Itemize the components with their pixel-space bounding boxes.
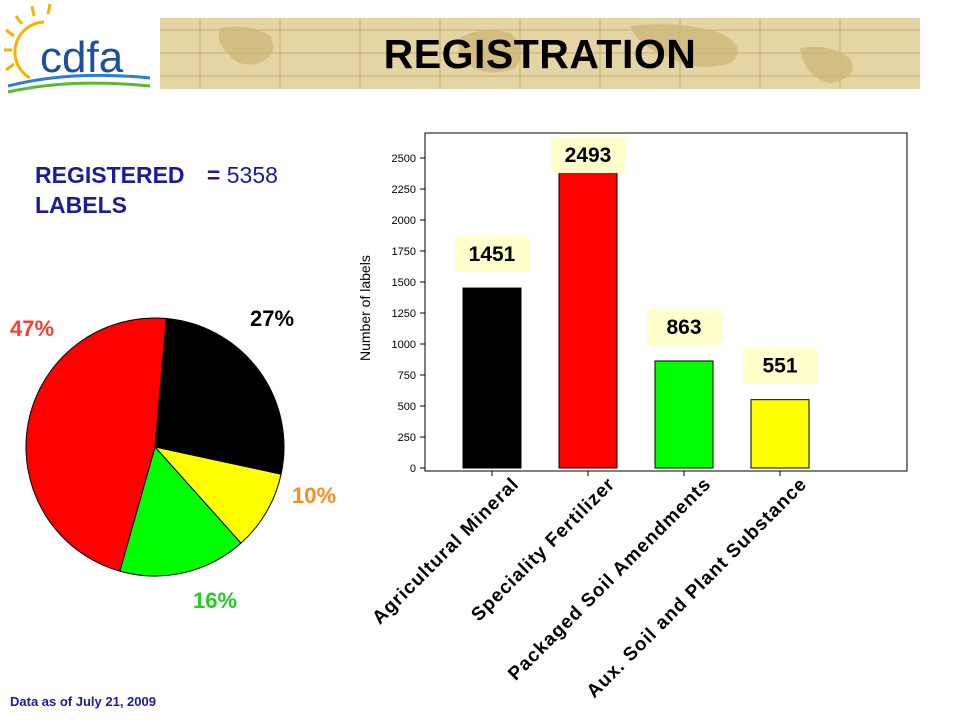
data-label-box	[455, 236, 529, 273]
sun-icon	[4, 3, 52, 80]
registered-count: 5358	[226, 162, 278, 188]
data-label: 551	[762, 355, 797, 378]
x-category-label: Packaged Soil Amendments	[504, 474, 715, 685]
y-tick-label: 0	[410, 463, 416, 475]
pie-slice-speciality-fertilizer	[25, 317, 167, 572]
y-tick-label: 2000	[392, 215, 416, 227]
x-category-label: Aux. Soil and Plant Substance	[583, 474, 812, 703]
bar-speciality-fertilizer	[558, 158, 618, 469]
bar-aux-soil-and-plant-substance	[750, 399, 810, 469]
pie-label-black: 27%	[250, 306, 295, 331]
pie-label-green: 16%	[193, 588, 238, 613]
data-label-box	[743, 347, 817, 384]
pie-label-yellow: 10%	[292, 483, 337, 508]
logo-swoosh-blue	[7, 73, 151, 88]
labels-word: LABELS	[35, 192, 127, 218]
y-tick-label: 500	[398, 401, 416, 413]
cdfa-logo: cdfa	[0, 0, 160, 100]
bar-packaged-soil-amendments	[654, 360, 714, 469]
pie-slice-aux-soil-and-plant-substance	[153, 446, 282, 544]
data-label-box	[551, 137, 625, 173]
bar-chart: Number of labels 0 250 500 750 1000 1250 1500 1…	[357, 132, 908, 703]
equals-sign: =	[206, 162, 221, 188]
y-tick-label: 1000	[392, 339, 416, 351]
data-label-box	[647, 308, 721, 345]
y-tick-label: 250	[398, 432, 416, 444]
data-label: 1451	[469, 243, 516, 266]
y-axis-title: Number of labels	[357, 255, 373, 361]
logo-text: cdfa	[40, 33, 124, 82]
registered-summary: REGISTERED = 5358 LABELS	[35, 160, 278, 220]
page-title: REGISTRATION	[383, 31, 697, 77]
y-tick-label: 1500	[392, 277, 416, 289]
title-banner: REGISTRATION	[160, 18, 920, 89]
y-tick-label: 1750	[392, 246, 416, 258]
pie-slice-agricultural-mineral	[154, 317, 285, 475]
y-tick-label: 2250	[392, 184, 416, 196]
pie-label-red: 47%	[10, 316, 55, 341]
y-tick-label: 1250	[392, 308, 416, 320]
pie-slice-packaged-soil-amendments	[119, 445, 242, 577]
data-label: 2493	[565, 144, 612, 167]
logo-swoosh-green	[7, 81, 151, 94]
y-tick-label: 2500	[392, 153, 416, 165]
bar-agricultural-mineral	[462, 287, 522, 469]
data-label: 863	[666, 316, 701, 339]
registered-label: REGISTERED	[35, 162, 185, 188]
pie-chart	[25, 317, 285, 577]
world-map-background	[160, 18, 920, 89]
data-date-footnote: Data as of July 21, 2009	[10, 694, 156, 709]
y-tick-label: 750	[398, 370, 416, 382]
